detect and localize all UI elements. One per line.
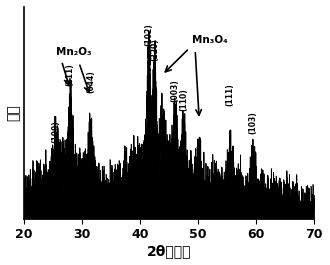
Text: (044): (044) (86, 70, 95, 93)
Text: (220): (220) (150, 38, 159, 61)
Text: (110): (110) (179, 88, 188, 111)
Text: (003): (003) (170, 79, 179, 102)
Y-axis label: 强度: 强度 (7, 104, 21, 121)
X-axis label: 2θ（度）: 2θ（度） (147, 244, 191, 258)
Text: (211): (211) (66, 63, 75, 86)
Text: (100): (100) (51, 121, 60, 143)
Text: (111): (111) (225, 83, 235, 105)
Text: Mn₃O₄: Mn₃O₄ (192, 35, 228, 45)
Text: Mn₂O₃: Mn₂O₃ (56, 47, 91, 57)
Text: (103): (103) (249, 112, 258, 134)
Text: SnS₂: SnS₂ (144, 202, 171, 213)
Text: (102): (102) (144, 24, 153, 46)
